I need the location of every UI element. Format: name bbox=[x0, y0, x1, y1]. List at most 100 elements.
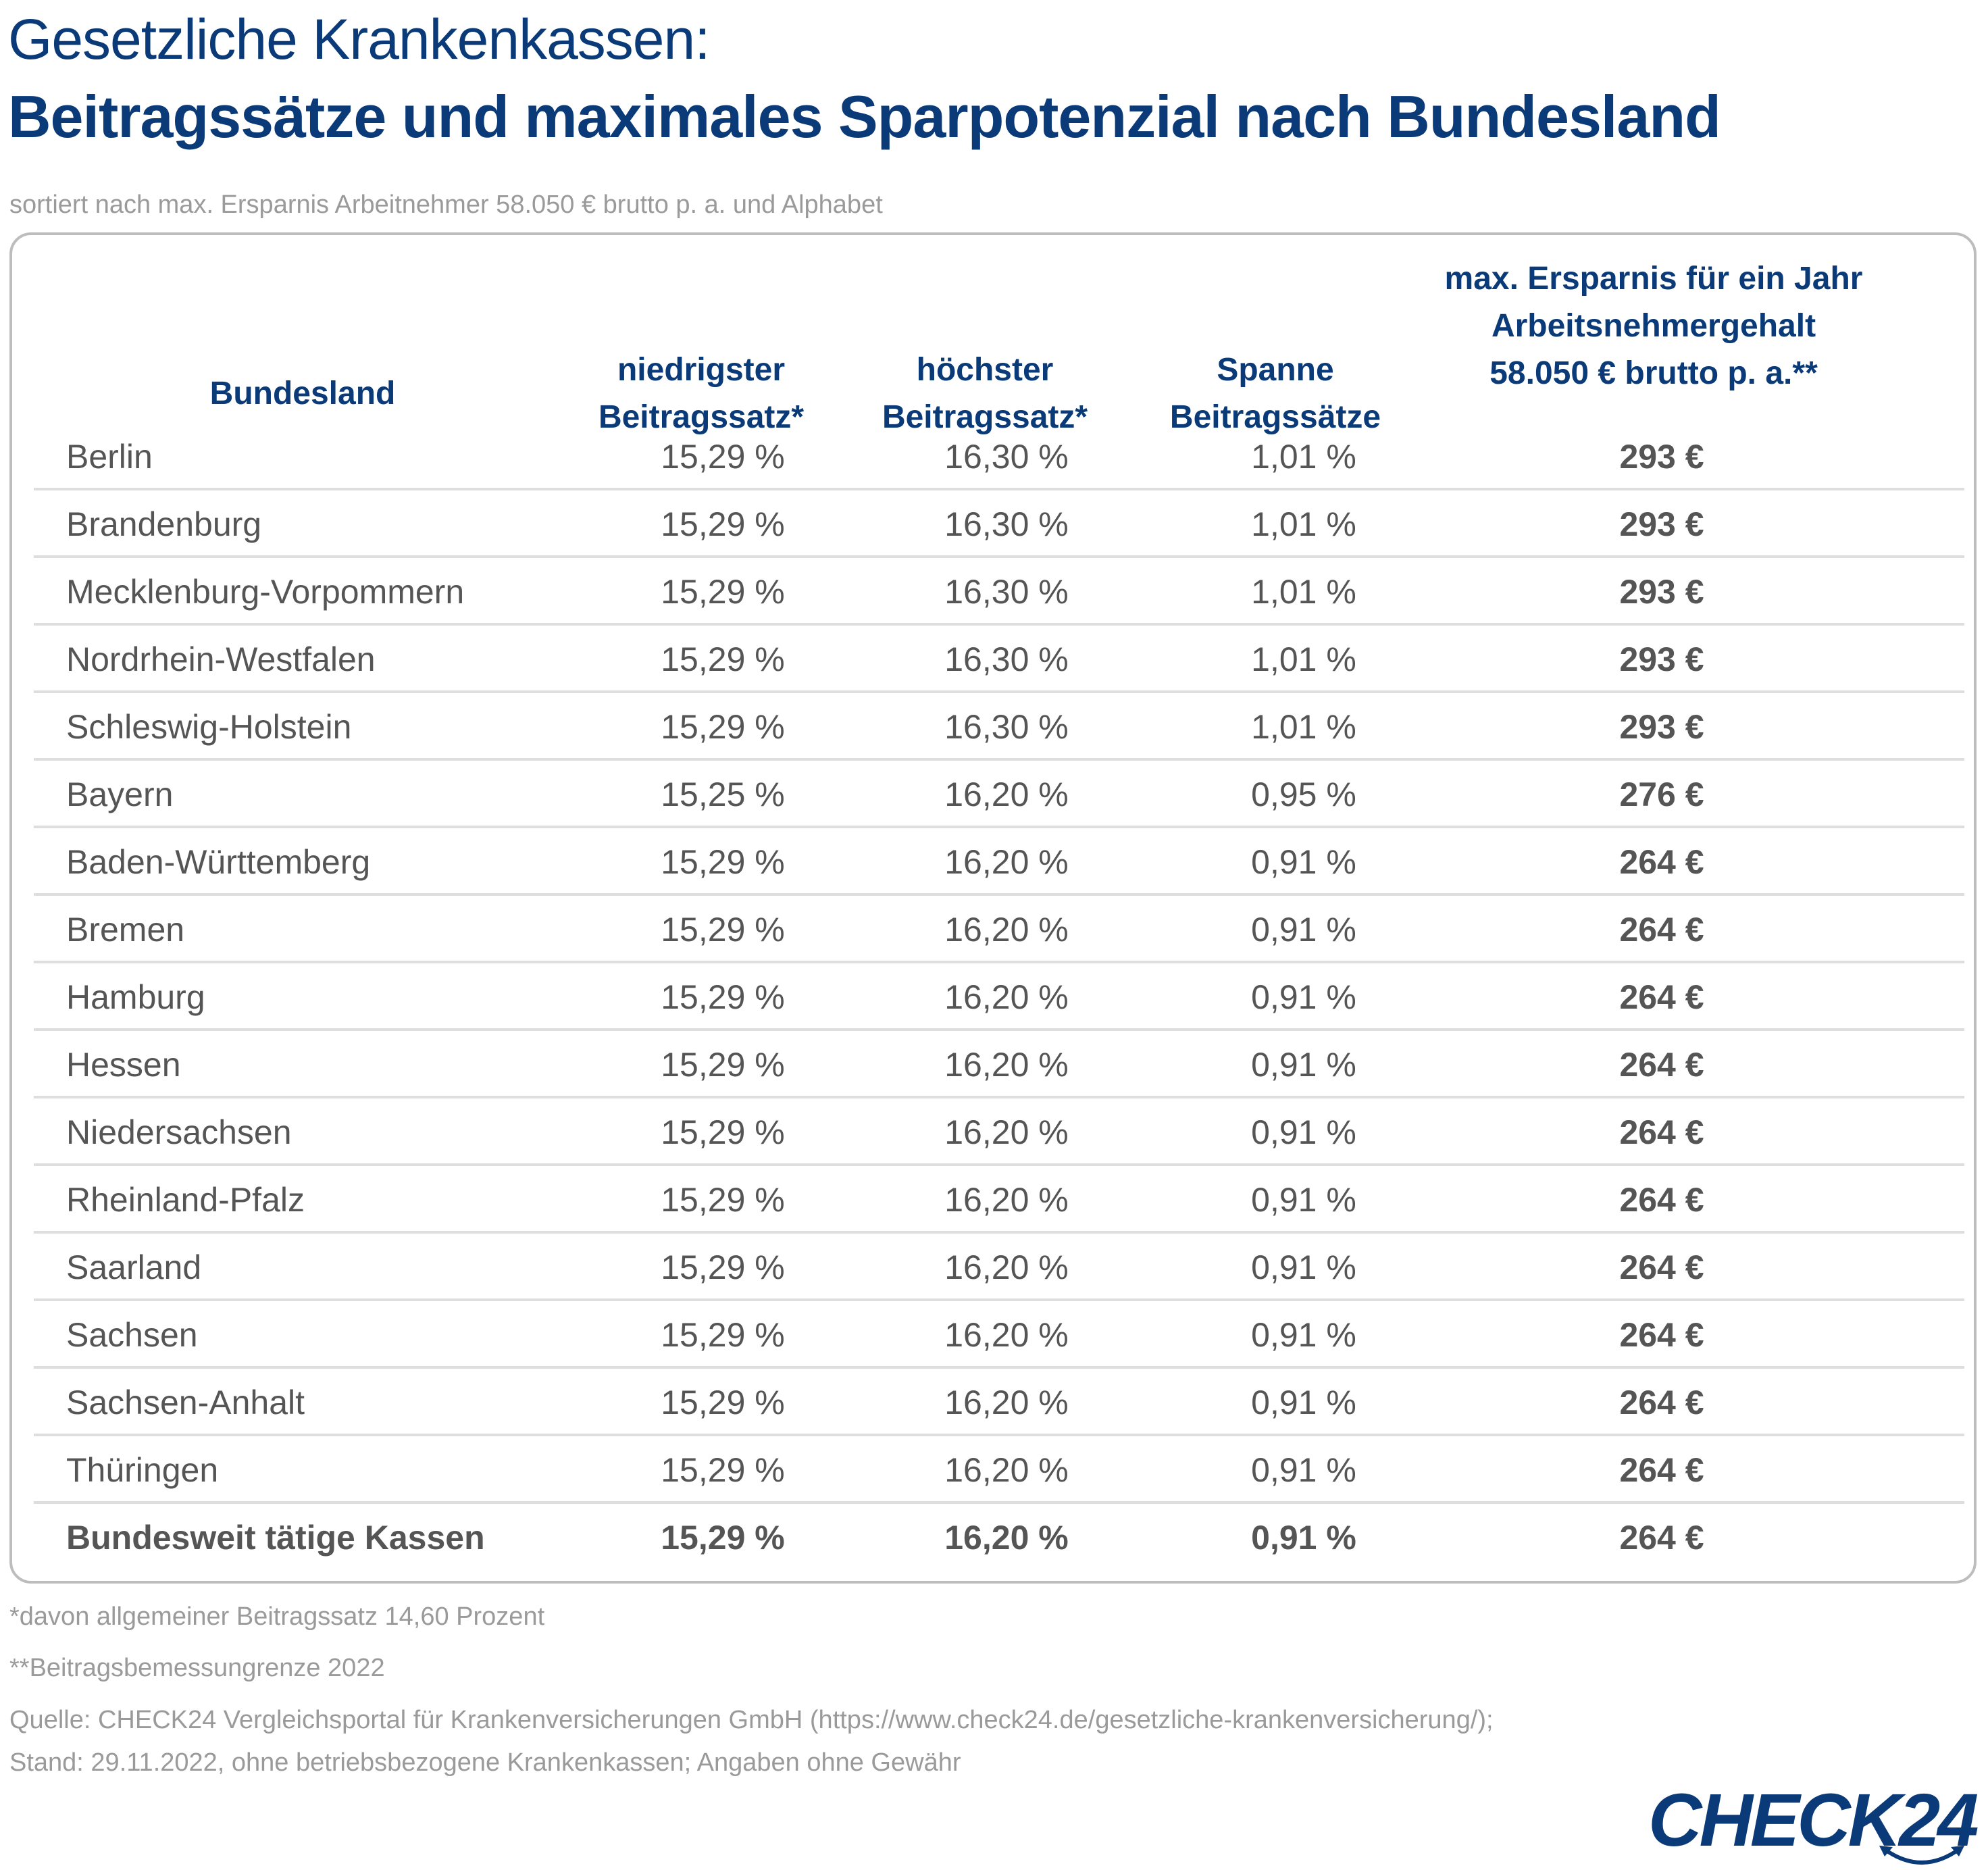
table-row: Baden-Württemberg 15,29 % 16,20 % 0,91 % 264… bbox=[34, 828, 1964, 896]
cell-max-ersparnis: 264 € bbox=[1619, 1384, 1704, 1421]
cell-spanne: 1,01 % bbox=[1251, 438, 1356, 476]
table-row: Brandenburg 15,29 % 16,30 % 1,01 % 293 € bbox=[34, 490, 1964, 558]
table-row: Sachsen-Anhalt 15,29 % 16,20 % 0,91 % 264 € bbox=[34, 1369, 1964, 1436]
cell-hoechster-beitragssatz: 16,20 % bbox=[944, 1384, 1069, 1421]
cell-bundesland: Rheinland-Pfalz bbox=[66, 1181, 305, 1219]
col-header-line: Arbeitsnehmergehalt bbox=[1491, 308, 1816, 344]
col-header-line: höchster bbox=[916, 352, 1054, 388]
row-divider bbox=[34, 1434, 1964, 1436]
cell-max-ersparnis: 264 € bbox=[1619, 1113, 1704, 1151]
cell-bundesland: Hessen bbox=[66, 1046, 181, 1084]
cell-max-ersparnis: 293 € bbox=[1619, 708, 1704, 746]
row-divider bbox=[34, 893, 1964, 896]
row-divider bbox=[34, 961, 1964, 963]
cell-spanne: 0,91 % bbox=[1251, 1384, 1356, 1421]
table-row: Mecklenburg-Vorpommern 15,29 % 16,30 % 1,01… bbox=[34, 558, 1964, 626]
cell-bundesland: Saarland bbox=[66, 1248, 202, 1286]
row-divider bbox=[34, 1366, 1964, 1369]
cell-hoechster-beitragssatz: 16,20 % bbox=[944, 911, 1069, 949]
row-divider bbox=[34, 1231, 1964, 1234]
cell-spanne: 0,91 % bbox=[1251, 1046, 1356, 1084]
cell-hoechster-beitragssatz: 16,20 % bbox=[944, 978, 1069, 1016]
cell-niedrigster-beitragssatz: 15,29 % bbox=[661, 1451, 785, 1489]
subtitle: sortiert nach max. Ersparnis Arbeitnehme… bbox=[9, 191, 883, 219]
cell-bundesland: Berlin bbox=[66, 438, 153, 476]
cell-max-ersparnis: 264 € bbox=[1619, 1451, 1704, 1489]
table-row: Rheinland-Pfalz 15,29 % 16,20 % 0,91 % 264 € bbox=[34, 1166, 1964, 1234]
cell-bundesland: Bundesweit tätige Kassen bbox=[66, 1519, 485, 1557]
row-divider bbox=[34, 1298, 1964, 1301]
cell-spanne: 0,91 % bbox=[1251, 911, 1356, 949]
cell-spanne: 1,01 % bbox=[1251, 640, 1356, 678]
cell-spanne: 0,91 % bbox=[1251, 843, 1356, 881]
cell-spanne: 0,95 % bbox=[1251, 776, 1356, 813]
table-total-row: Bundesweit tätige Kassen 15,29 % 16,20 % 0,… bbox=[34, 1504, 1964, 1571]
cell-max-ersparnis: 264 € bbox=[1619, 978, 1704, 1016]
cell-hoechster-beitragssatz: 16,30 % bbox=[944, 505, 1069, 543]
col-header-line: Spanne bbox=[1217, 352, 1334, 388]
cell-bundesland: Nordrhein-Westfalen bbox=[66, 640, 376, 678]
cell-hoechster-beitragssatz: 16,20 % bbox=[944, 1316, 1069, 1354]
cell-max-ersparnis: 264 € bbox=[1619, 1181, 1704, 1219]
cell-niedrigster-beitragssatz: 15,29 % bbox=[661, 1113, 785, 1151]
cell-hoechster-beitragssatz: 16,20 % bbox=[944, 1113, 1069, 1151]
table-row: Bayern 15,25 % 16,20 % 0,95 % 276 € bbox=[34, 761, 1964, 828]
table-row: Saarland 15,29 % 16,20 % 0,91 % 264 € bbox=[34, 1234, 1964, 1301]
col-header-niedrigster: niedrigster Beitragssatz* bbox=[573, 347, 830, 441]
cell-spanne: 0,91 % bbox=[1251, 1181, 1356, 1219]
table-row: Thüringen 15,29 % 16,20 % 0,91 % 264 € bbox=[34, 1436, 1964, 1504]
source-line-2: Stand: 29.11.2022, ohne betriebsbezogene… bbox=[9, 1748, 961, 1777]
row-divider bbox=[34, 623, 1964, 626]
cell-niedrigster-beitragssatz: 15,29 % bbox=[661, 1181, 785, 1219]
row-divider bbox=[34, 1163, 1964, 1166]
row-divider bbox=[34, 758, 1964, 761]
cell-hoechster-beitragssatz: 16,20 % bbox=[944, 1181, 1069, 1219]
cell-spanne: 0,91 % bbox=[1251, 1519, 1356, 1557]
check24-arc-arrows-icon bbox=[1879, 1846, 1964, 1865]
cell-niedrigster-beitragssatz: 15,29 % bbox=[661, 843, 785, 881]
title-light: Gesetzliche Krankenkassen: bbox=[8, 7, 711, 71]
cell-hoechster-beitragssatz: 16,30 % bbox=[944, 640, 1069, 678]
cell-hoechster-beitragssatz: 16,30 % bbox=[944, 708, 1069, 746]
cell-bundesland: Sachsen bbox=[66, 1316, 198, 1354]
cell-spanne: 1,01 % bbox=[1251, 505, 1356, 543]
table-row: Niedersachsen 15,29 % 16,20 % 0,91 % 264 € bbox=[34, 1098, 1964, 1166]
check24-logo: CHECK24 bbox=[1648, 1779, 1979, 1862]
footnote-bemessungsgrenze: **Beitragsbemessungrenze 2022 bbox=[9, 1654, 385, 1682]
cell-bundesland: Mecklenburg-Vorpommern bbox=[66, 573, 465, 611]
cell-max-ersparnis: 264 € bbox=[1619, 1519, 1704, 1557]
cell-niedrigster-beitragssatz: 15,29 % bbox=[661, 640, 785, 678]
col-header-line: Beitragssatz* bbox=[598, 399, 805, 435]
cell-niedrigster-beitragssatz: 15,29 % bbox=[661, 1384, 785, 1421]
cell-hoechster-beitragssatz: 16,20 % bbox=[944, 843, 1069, 881]
page-title: Beitragssätze und maximales Sparpotenzia… bbox=[8, 83, 1721, 150]
cell-max-ersparnis: 293 € bbox=[1619, 573, 1704, 611]
cell-niedrigster-beitragssatz: 15,29 % bbox=[661, 1046, 785, 1084]
table-row: Sachsen 15,29 % 16,20 % 0,91 % 264 € bbox=[34, 1301, 1964, 1369]
col-header-line: Beitragssätze bbox=[1169, 399, 1381, 435]
cell-max-ersparnis: 276 € bbox=[1619, 776, 1704, 813]
col-header-line: 58.050 € brutto p. a.** bbox=[1489, 355, 1818, 391]
cell-bundesland: Brandenburg bbox=[66, 505, 262, 543]
cell-niedrigster-beitragssatz: 15,29 % bbox=[661, 708, 785, 746]
cell-niedrigster-beitragssatz: 15,29 % bbox=[661, 573, 785, 611]
cell-hoechster-beitragssatz: 16,30 % bbox=[944, 438, 1069, 476]
cell-niedrigster-beitragssatz: 15,29 % bbox=[661, 438, 785, 476]
cell-max-ersparnis: 264 € bbox=[1619, 1316, 1704, 1354]
col-header-line: Bundesland bbox=[209, 376, 396, 411]
col-header-line: niedrigster bbox=[617, 352, 786, 388]
cell-spanne: 0,91 % bbox=[1251, 1451, 1356, 1489]
footnote-beitragssatz: *davon allgemeiner Beitragssatz 14,60 Pr… bbox=[9, 1602, 545, 1631]
row-divider bbox=[34, 1028, 1964, 1031]
cell-max-ersparnis: 264 € bbox=[1619, 1046, 1704, 1084]
cell-max-ersparnis: 264 € bbox=[1619, 911, 1704, 949]
table-row: Hamburg 15,29 % 16,20 % 0,91 % 264 € bbox=[34, 963, 1964, 1031]
cell-bundesland: Hamburg bbox=[66, 978, 205, 1016]
cell-bundesland: Sachsen-Anhalt bbox=[66, 1384, 305, 1421]
cell-hoechster-beitragssatz: 16,20 % bbox=[944, 776, 1069, 813]
table-row: Schleswig-Holstein 15,29 % 16,30 % 1,01 % 29… bbox=[34, 693, 1964, 761]
cell-spanne: 0,91 % bbox=[1251, 1248, 1356, 1286]
table-row: Berlin 15,29 % 16,30 % 1,01 % 293 € bbox=[34, 423, 1964, 490]
col-header-ersparnis: max. Ersparnis für ein Jahr Arbeitsnehme… bbox=[1417, 255, 1890, 397]
table-row: Bremen 15,29 % 16,20 % 0,91 % 264 € bbox=[34, 896, 1964, 963]
